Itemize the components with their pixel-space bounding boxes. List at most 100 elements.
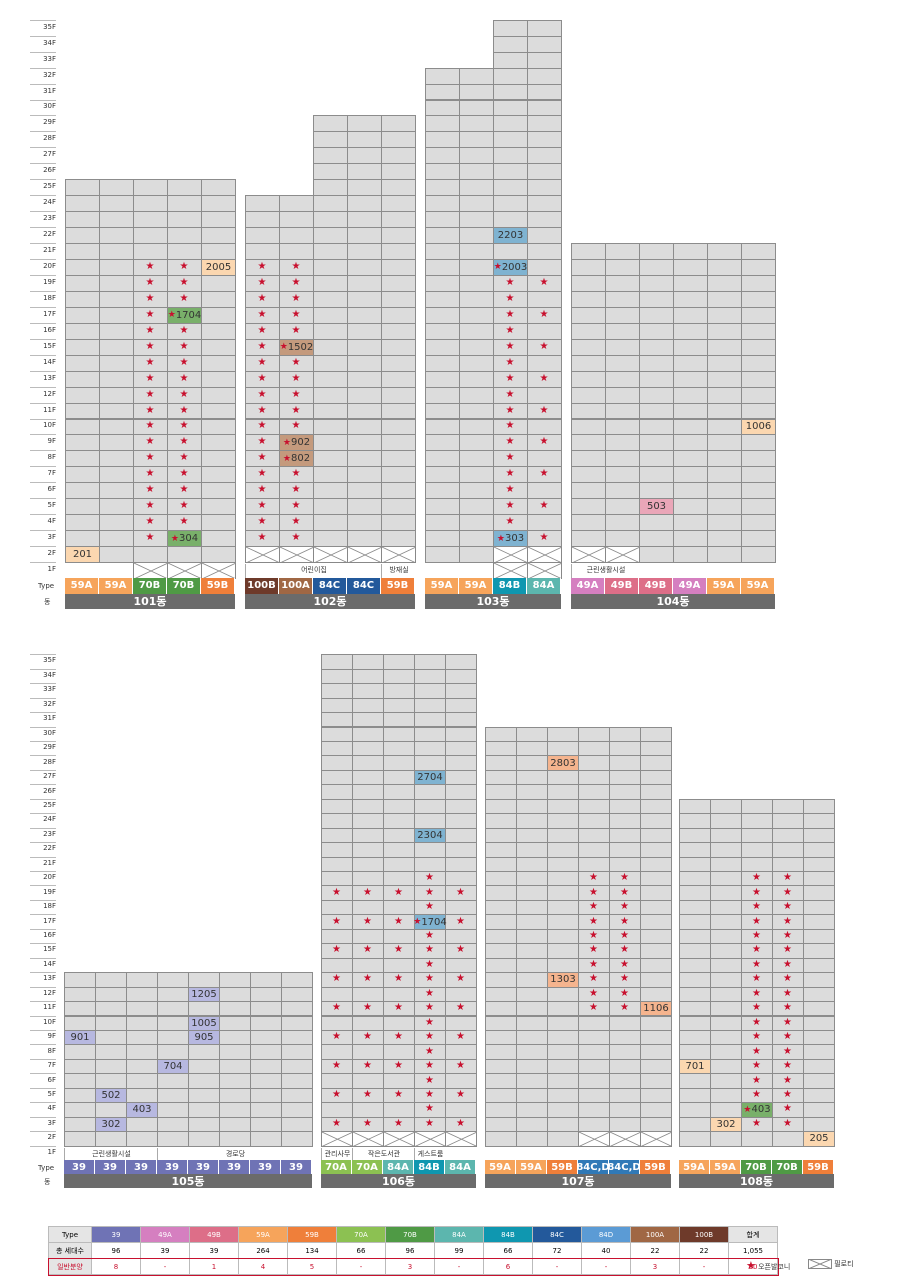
unit-cell: [485, 856, 517, 872]
open-balcony-star-icon: ★: [179, 452, 189, 464]
legend-star-label: 오픈발코니: [758, 1263, 791, 1271]
unit-cell: [679, 1102, 711, 1118]
unit-cell: [516, 957, 548, 974]
open-balcony-star-icon: ★: [279, 342, 288, 353]
pilotis-icon: [415, 1132, 446, 1147]
summary-value-cell: -: [336, 1258, 386, 1275]
open-balcony-star-icon: ★: [743, 1104, 752, 1115]
unit-cell: [707, 322, 742, 340]
unit-cell: [803, 1058, 835, 1075]
unit-cell: [493, 99, 528, 117]
unit-number: 2803: [550, 757, 576, 769]
unit-cell: [527, 482, 562, 500]
unit-cell: [547, 1029, 579, 1046]
unit-cell: [425, 482, 460, 500]
floor-label: 25F: [43, 182, 56, 191]
unit-cell: [201, 243, 236, 260]
piloti-cell: [245, 546, 280, 564]
unit-cell: [425, 546, 460, 564]
unit-cell: [578, 769, 610, 786]
unit-cell: [281, 1131, 313, 1147]
unit-cell: [571, 434, 606, 452]
pilotis-icon: [348, 547, 382, 564]
type-cell: 70B: [741, 1160, 772, 1175]
unit-cell: [64, 1058, 96, 1075]
floor-label: 19F: [43, 887, 56, 896]
floor-label: 23F: [43, 214, 56, 223]
open-balcony-star-icon: ★: [496, 533, 505, 544]
open-balcony-star-icon: ★: [332, 944, 341, 956]
open-balcony-star-icon: ★: [505, 372, 515, 384]
open-balcony-star-icon: ★: [752, 930, 761, 942]
type-cell: 59B: [381, 578, 415, 594]
unit-cell: [485, 1073, 517, 1089]
unit-cell: [201, 211, 236, 229]
unit-number: 205: [809, 1133, 829, 1145]
unit-cell: [578, 1029, 610, 1046]
unit-cell: [99, 514, 134, 532]
unit-cell: [126, 1015, 158, 1031]
unit-cell: [673, 386, 708, 404]
floor-ruler-line: [30, 1015, 56, 1017]
floor-label: 33F: [43, 54, 56, 63]
open-balcony-star-icon: ★: [505, 420, 515, 432]
floor-label: 3F: [47, 533, 56, 542]
facility-label: 게스트룸: [414, 1147, 446, 1160]
unit-cell: [347, 498, 382, 516]
piloti-cell: [578, 1131, 610, 1147]
piloti-cell: [352, 1131, 384, 1147]
unit-cell: [250, 1073, 282, 1089]
open-balcony-star-icon: ★: [505, 324, 515, 336]
unit-cell: [459, 274, 494, 292]
open-balcony-star-icon: ★: [145, 324, 155, 336]
unit-cell: [279, 227, 314, 245]
unit-cell: [219, 1015, 251, 1031]
unit-cell: [459, 163, 494, 181]
unit-cell: [347, 434, 382, 452]
unit-cell: [710, 943, 742, 959]
unit-cell: [578, 842, 610, 858]
unit-cell: [414, 668, 446, 685]
unit-cell: [321, 871, 353, 887]
unit-cell: [425, 259, 460, 276]
unit-cell: [741, 322, 776, 340]
unit-cell: [547, 986, 579, 1003]
floor-label: 21F: [43, 246, 56, 255]
unit-cell: [425, 370, 460, 388]
highlighted-unit: ★ 304: [168, 531, 201, 547]
unit-cell: [383, 856, 415, 872]
floor-label: 29F: [43, 743, 56, 752]
floor-ruler-line: [30, 1058, 56, 1060]
open-balcony-star-icon: ★: [394, 1002, 403, 1014]
pilotis-icon: [246, 547, 280, 564]
floor-label: 6F: [47, 1075, 56, 1084]
unit-cell: [803, 914, 835, 930]
unit-cell: [673, 243, 708, 260]
unit-cell: [527, 514, 562, 532]
unit-cell: [425, 131, 460, 149]
unit-cell: [547, 943, 579, 959]
unit-cell: [321, 1073, 353, 1089]
type-cell: 59A: [710, 1160, 741, 1175]
unit-cell: [485, 885, 517, 901]
open-balcony-star-icon: ★: [783, 1060, 792, 1072]
unit-number: 1502: [287, 341, 314, 353]
unit-cell: [219, 1131, 251, 1147]
summary-value-cell: 1: [189, 1258, 239, 1275]
summary-value-cell: 39: [140, 1242, 190, 1259]
unit-cell: [445, 769, 477, 786]
open-balcony-star-icon: ★: [425, 1103, 434, 1115]
unit-cell: [188, 1058, 220, 1075]
unit-cell: [250, 1058, 282, 1075]
pilotis-icon: [382, 547, 416, 564]
open-balcony-star-icon: ★: [505, 468, 515, 480]
summary-value-cell: 5: [287, 1258, 337, 1275]
open-balcony-star-icon: ★: [752, 1016, 761, 1028]
floor-label: 31F: [43, 86, 56, 95]
unit-cell: [381, 482, 416, 500]
unit-cell: [313, 147, 348, 165]
unit-cell: [321, 654, 353, 670]
unit-cell: [425, 115, 460, 133]
unit-cell: [201, 195, 236, 213]
open-balcony-star-icon: ★: [456, 886, 465, 898]
